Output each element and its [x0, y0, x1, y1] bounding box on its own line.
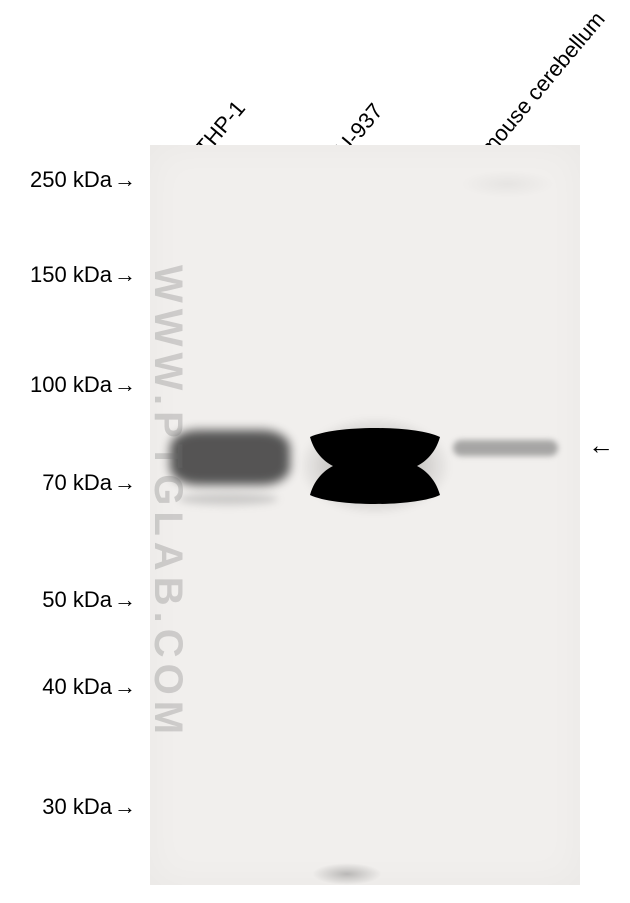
mw-value: 150 kDa [30, 262, 112, 287]
band [170, 430, 290, 485]
blot-membrane [150, 145, 580, 885]
arrow-right-icon: → [114, 169, 136, 191]
mw-value: 250 kDa [30, 167, 112, 192]
mw-marker: 70 kDa→ [6, 472, 136, 494]
western-blot-figure: THP-1 U-937 mouse cerebellum 250 kDa→ 15… [0, 0, 630, 903]
smudge [460, 170, 555, 198]
arrow-right-icon: → [114, 374, 136, 396]
mw-marker: 30 kDa→ [6, 796, 136, 818]
band-halo [300, 417, 450, 515]
mw-marker: 100 kDa→ [6, 374, 136, 396]
arrow-right-icon: → [114, 796, 136, 818]
mw-marker: 250 kDa→ [6, 169, 136, 191]
mw-value: 100 kDa [30, 372, 112, 397]
arrow-right-icon: → [114, 264, 136, 286]
smudge [312, 863, 382, 885]
band [453, 440, 558, 456]
arrow-right-icon: → [114, 589, 136, 611]
mw-value: 50 kDa [42, 587, 112, 612]
mw-value: 40 kDa [42, 674, 112, 699]
band [178, 493, 278, 505]
mw-value: 30 kDa [42, 794, 112, 819]
mw-marker: 40 kDa→ [6, 676, 136, 698]
mw-marker: 50 kDa→ [6, 589, 136, 611]
arrow-right-icon: → [114, 472, 136, 494]
arrow-right-icon: → [114, 676, 136, 698]
mw-marker: 150 kDa→ [6, 264, 136, 286]
lane-label: mouse cerebellum [475, 7, 610, 161]
target-arrow-icon: ← [588, 432, 614, 458]
mw-value: 70 kDa [42, 470, 112, 495]
